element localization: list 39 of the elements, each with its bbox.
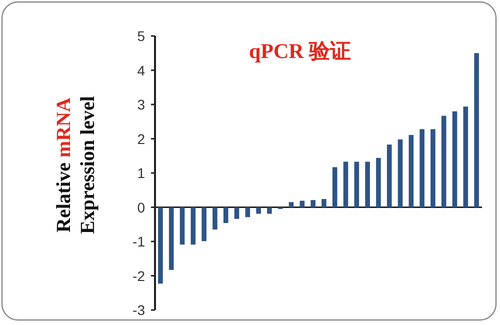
bar bbox=[441, 116, 446, 208]
bar bbox=[234, 207, 240, 219]
y-tick-label: -2 bbox=[132, 268, 146, 284]
bar bbox=[310, 200, 316, 208]
bar bbox=[322, 199, 326, 208]
bar bbox=[354, 162, 360, 208]
bar bbox=[256, 207, 261, 214]
bar bbox=[267, 207, 272, 214]
bar bbox=[386, 144, 392, 208]
bar bbox=[245, 207, 250, 218]
bar bbox=[332, 167, 338, 208]
bar bbox=[452, 111, 458, 208]
y-tick-label: 4 bbox=[137, 62, 146, 78]
chart-title: qPCR 验证 bbox=[248, 39, 352, 63]
y-tick-label: 2 bbox=[137, 130, 146, 147]
bar bbox=[300, 200, 305, 208]
bar bbox=[365, 162, 370, 208]
bar bbox=[202, 207, 206, 242]
bar bbox=[190, 207, 196, 245]
bar bbox=[223, 207, 228, 224]
bar bbox=[168, 207, 174, 270]
bar bbox=[463, 106, 468, 208]
bar bbox=[420, 129, 424, 208]
bar bbox=[408, 134, 414, 208]
bar bbox=[343, 162, 348, 208]
y-tick-label: 3 bbox=[137, 96, 146, 112]
bar bbox=[212, 207, 218, 230]
bar bbox=[180, 207, 185, 245]
bar bbox=[158, 207, 163, 284]
y-tick-label: -3 bbox=[132, 302, 146, 318]
bar bbox=[474, 53, 479, 208]
y-tick-label: 5 bbox=[137, 28, 146, 44]
bar bbox=[376, 158, 381, 208]
y-tick-label: -1 bbox=[132, 234, 146, 250]
y-tick-label: 1 bbox=[137, 165, 146, 181]
bar bbox=[398, 139, 403, 208]
bar bbox=[430, 129, 436, 208]
bar bbox=[288, 202, 294, 208]
y-tick-label: 0 bbox=[137, 199, 146, 216]
